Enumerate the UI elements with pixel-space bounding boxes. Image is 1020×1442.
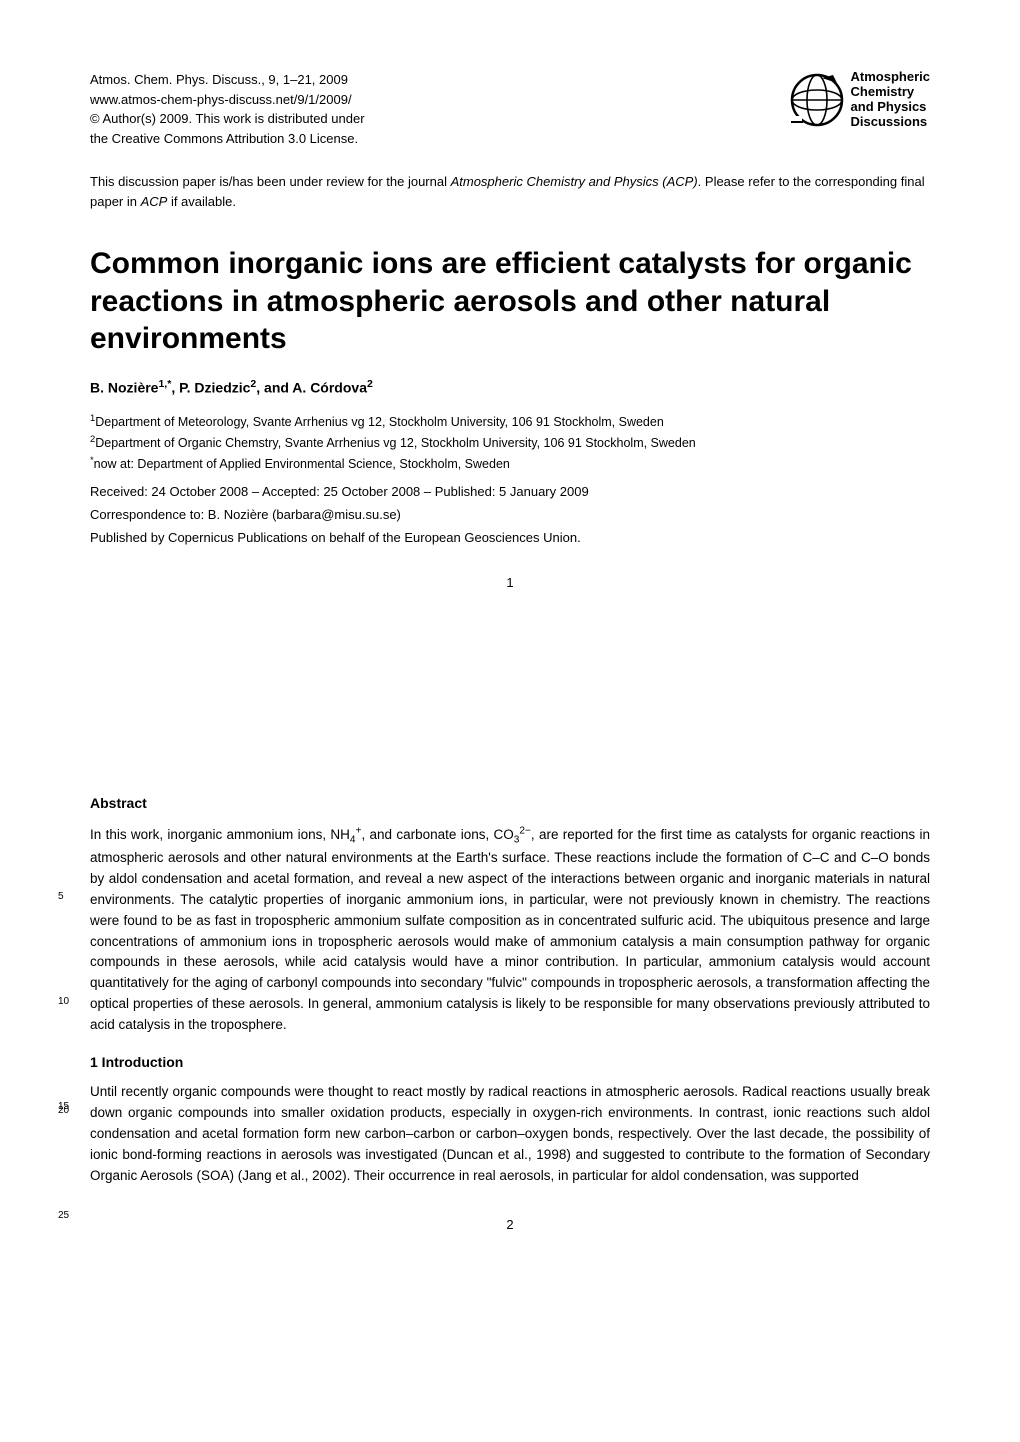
affiliations: 1Department of Meteorology, Svante Arrhe…	[90, 411, 930, 474]
header-row: Atmos. Chem. Phys. Discuss., 9, 1–21, 20…	[90, 70, 930, 148]
page-2: Abstract 5 10 15 In this work, inorganic…	[0, 721, 1020, 1442]
paper-title: Common inorganic ions are efficient cata…	[90, 245, 930, 358]
abstract-body: 5 10 15 In this work, inorganic ammonium…	[90, 823, 930, 1036]
page-1: Atmos. Chem. Phys. Discuss., 9, 1–21, 20…	[0, 0, 1020, 721]
affiliation-1: 1Department of Meteorology, Svante Arrhe…	[90, 411, 930, 432]
logo-line-1: Atmospheric	[851, 70, 930, 85]
line-number-25: 25	[58, 1208, 69, 1224]
license-line: the Creative Commons Attribution 3.0 Lic…	[90, 129, 365, 149]
page-number-2: 2	[90, 1217, 930, 1232]
line-number-5: 5	[58, 889, 64, 905]
logo-line-4: Discussions	[851, 115, 930, 130]
logo-line-3: and Physics	[851, 100, 930, 115]
abstract-heading: Abstract	[90, 795, 930, 811]
author-list: B. Nozière1,*, P. Dziedzic2, and A. Córd…	[90, 378, 930, 396]
correspondence: Correspondence to: B. Nozière (barbara@m…	[90, 507, 930, 522]
publication-dates: Received: 24 October 2008 – Accepted: 25…	[90, 484, 930, 499]
line-number-20: 20	[58, 1103, 69, 1119]
introduction-text: Until recently organic compounds were th…	[90, 1084, 930, 1183]
abstract-text: In this work, inorganic ammonium ions, N…	[90, 827, 930, 1033]
introduction-heading: 1 Introduction	[90, 1054, 930, 1070]
affiliation-note: *now at: Department of Applied Environme…	[90, 453, 930, 474]
introduction-body: 20 25 Until recently organic compounds w…	[90, 1082, 930, 1187]
publisher-line: Published by Copernicus Publications on …	[90, 530, 930, 545]
journal-url: www.atmos-chem-phys-discuss.net/9/1/2009…	[90, 90, 365, 110]
header-meta: Atmos. Chem. Phys. Discuss., 9, 1–21, 20…	[90, 70, 365, 148]
page-number-1: 1	[90, 575, 930, 590]
review-note: This discussion paper is/has been under …	[90, 172, 930, 211]
journal-logo: Atmospheric Chemistry and Physics Discus…	[789, 70, 930, 130]
line-number-10: 10	[58, 994, 69, 1010]
copyright-line: © Author(s) 2009. This work is distribut…	[90, 109, 365, 129]
journal-citation: Atmos. Chem. Phys. Discuss., 9, 1–21, 20…	[90, 70, 365, 90]
logo-line-2: Chemistry	[851, 85, 930, 100]
affiliation-2: 2Department of Organic Chemstry, Svante …	[90, 432, 930, 453]
egu-globe-icon	[789, 72, 845, 128]
journal-logo-text: Atmospheric Chemistry and Physics Discus…	[851, 70, 930, 130]
